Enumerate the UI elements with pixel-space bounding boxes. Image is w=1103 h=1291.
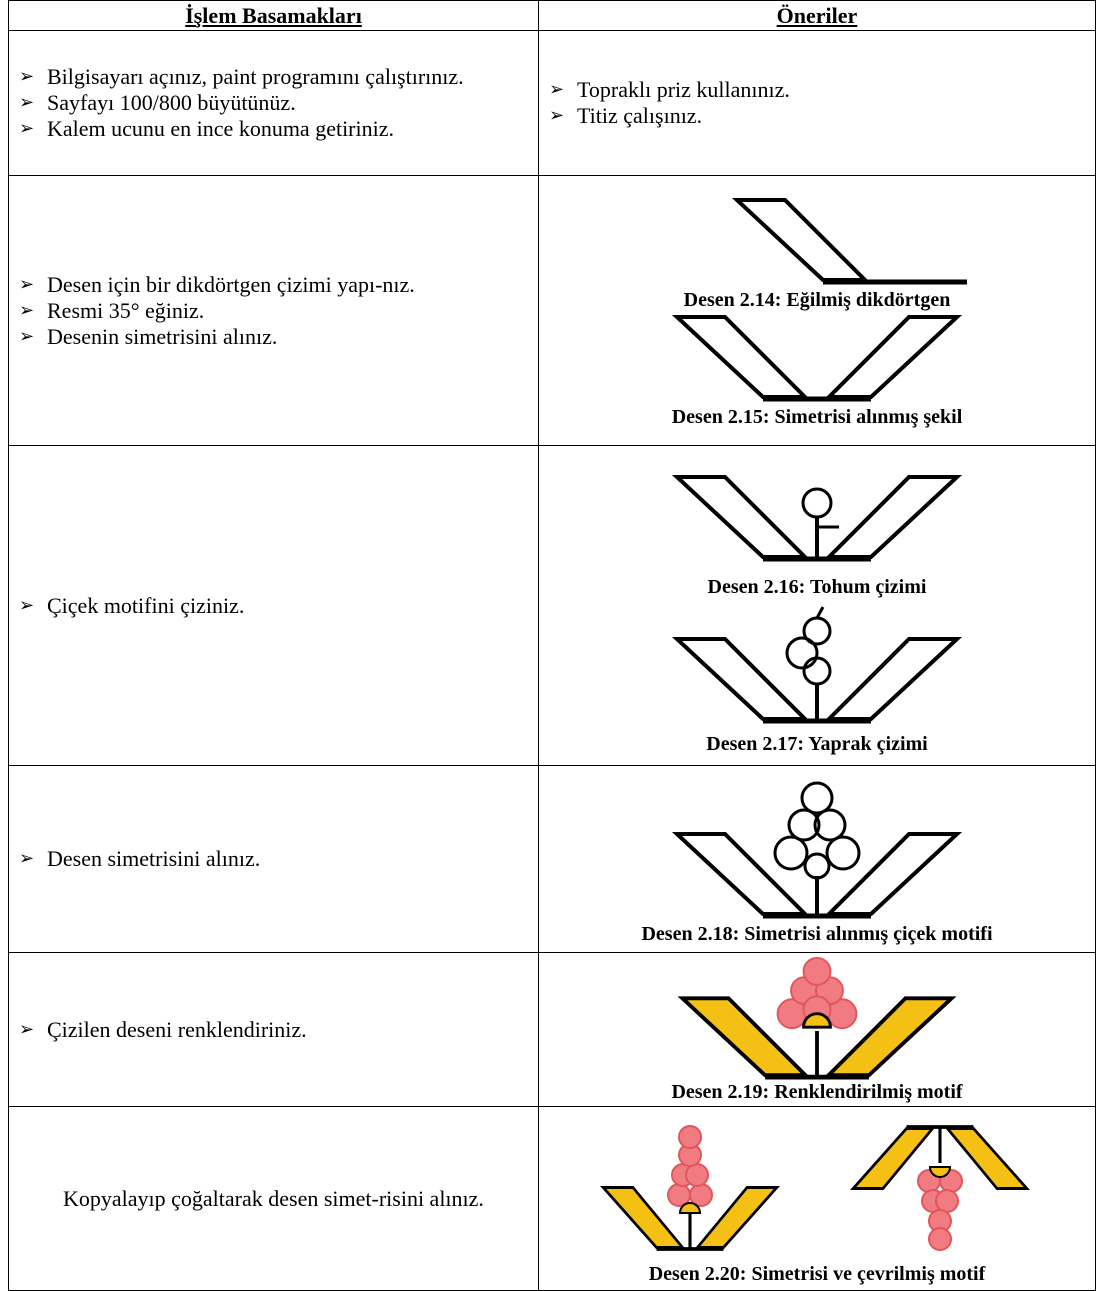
header-row: İşlem Basamakları Öneriler bbox=[8, 0, 1096, 31]
arm bbox=[827, 637, 959, 721]
row: Çizilen deseni renklendiriniz. Desen 2.1… bbox=[8, 952, 1096, 1107]
step: Kalem ucunu en ince konuma getiriniz. bbox=[15, 116, 532, 142]
figure-caption: Desen 2.16: Tohum çizimi bbox=[707, 576, 927, 598]
figure-caption: Desen 2.14: Eğilmiş dikdörtgen bbox=[683, 288, 951, 311]
steps-cell: Bilgisayarı açınız, paint programını çal… bbox=[8, 30, 539, 176]
row: Bilgisayarı açınız, paint programını çal… bbox=[8, 30, 1096, 176]
figure-caption: Desen 2.20: Simetrisi ve çevrilmiş motif bbox=[648, 1262, 986, 1285]
figure-caption: Desen 2.18: Simetrisi alınmış çiçek moti… bbox=[641, 923, 993, 945]
arm bbox=[735, 197, 867, 282]
step-paragraph: Kopyalayıp çoğaltarak desen simet-risini… bbox=[63, 1185, 484, 1211]
arm bbox=[675, 475, 807, 559]
leaf bbox=[785, 636, 819, 670]
flower bbox=[667, 1124, 713, 1207]
arm bbox=[827, 314, 959, 399]
row: Kopyalayıp çoğaltarak desen simet-risini… bbox=[8, 1106, 1096, 1291]
step: Desen için bir dikdörtgen çizimi yapı-nı… bbox=[15, 272, 532, 298]
flower bbox=[773, 781, 861, 880]
step: Desenin simetrisini alınız. bbox=[15, 324, 532, 350]
steps-cell: Desen simetrisini alınız. bbox=[8, 765, 539, 953]
header-cell: Öneriler bbox=[538, 0, 1096, 31]
step: Çizilen deseni renklendiriniz. bbox=[15, 1017, 532, 1043]
figure-caption: Desen 2.15: Simetrisi alınmış şekil bbox=[671, 405, 963, 428]
steps-cell: Kopyalayıp çoğaltarak desen simet-risini… bbox=[8, 1106, 539, 1291]
figure-cell: Desen 2.19: Renklendirilmiş motif bbox=[538, 952, 1096, 1107]
figure-cell: Desen 2.18: Simetrisi alınmış çiçek moti… bbox=[538, 765, 1096, 953]
step: Desen simetrisini alınız. bbox=[15, 846, 532, 872]
figure-drawing bbox=[735, 197, 967, 284]
tip: Topraklı priz kullanınız. bbox=[545, 77, 1089, 103]
arm bbox=[675, 314, 807, 399]
figure-drawing bbox=[675, 606, 959, 733]
header-text: Öneriler bbox=[776, 2, 858, 28]
steps-table: İşlem Basamakları Öneriler Bilgisayarı a… bbox=[8, 0, 1096, 1291]
leaf bbox=[802, 616, 832, 646]
header-text: İşlem Basamakları bbox=[185, 2, 362, 28]
motif bbox=[851, 1124, 1029, 1190]
step: Bilgisayarı açınız, paint programını çal… bbox=[15, 64, 532, 90]
row: Desen için bir dikdörtgen çizimi yapı-nı… bbox=[8, 175, 1096, 446]
row: Desen simetrisini alınız. Desen 2.18: Si… bbox=[8, 765, 1096, 953]
figure-drawing bbox=[675, 781, 959, 923]
arm bbox=[827, 475, 959, 559]
figure-caption: Desen 2.17: Yaprak çizimi bbox=[706, 733, 928, 755]
figure-drawing bbox=[601, 1124, 1029, 1251]
tip: Titiz çalışınız. bbox=[545, 103, 1089, 129]
tips-cell: Topraklı priz kullanınız. Titiz çalışını… bbox=[538, 30, 1096, 176]
figure-drawing bbox=[675, 314, 959, 406]
header-cell: İşlem Basamakları bbox=[8, 0, 539, 31]
flower bbox=[917, 1168, 963, 1251]
stem bbox=[815, 606, 825, 619]
flower-center bbox=[802, 1012, 832, 1029]
step: Resmi 35° eğiniz. bbox=[15, 298, 532, 324]
figure-caption: Desen 2.19: Renklendirilmiş motif bbox=[671, 1081, 963, 1103]
leaf bbox=[802, 656, 832, 686]
figure-drawing bbox=[675, 475, 959, 576]
figure-cell: Desen 2.16: Tohum çizimi Desen 2.17: Yap… bbox=[538, 445, 1096, 766]
step: Sayfayı 100/800 büyütünüz. bbox=[15, 90, 532, 116]
figure-cell: Desen 2.20: Simetrisi ve çevrilmiş motif bbox=[538, 1106, 1096, 1291]
steps-cell: Çizilen deseni renklendiriniz. bbox=[8, 952, 539, 1107]
arm bbox=[827, 832, 959, 916]
step: Çiçek motifini çiziniz. bbox=[15, 593, 532, 619]
steps-cell: Çiçek motifini çiziniz. bbox=[8, 445, 539, 766]
figure-drawing bbox=[680, 956, 954, 1081]
seed bbox=[801, 487, 833, 519]
steps-cell: Desen için bir dikdörtgen çizimi yapı-nı… bbox=[8, 175, 539, 446]
motif bbox=[601, 1185, 779, 1251]
figure-cell: Desen 2.14: Eğilmiş dikdörtgen Desen 2.1… bbox=[538, 175, 1096, 446]
row: Çiçek motifini çiziniz. Desen 2.16: Tohu… bbox=[8, 445, 1096, 766]
arm bbox=[675, 832, 807, 916]
